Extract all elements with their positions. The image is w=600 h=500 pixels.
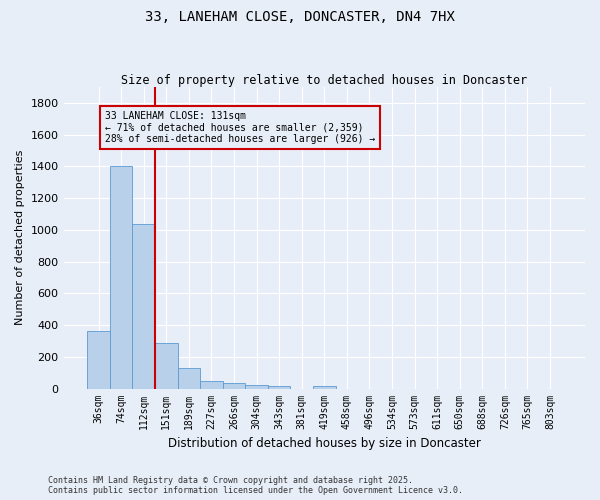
Y-axis label: Number of detached properties: Number of detached properties [15, 150, 25, 326]
Bar [245, 384, 268, 388]
Bar [87, 332, 110, 388]
Bar [268, 386, 290, 388]
Bar [133, 224, 155, 388]
Bar [155, 342, 178, 388]
Bar [110, 166, 133, 388]
Bar [178, 368, 200, 388]
Title: Size of property relative to detached houses in Doncaster: Size of property relative to detached ho… [121, 74, 527, 87]
Text: 33 LANEHAM CLOSE: 131sqm
← 71% of detached houses are smaller (2,359)
28% of sem: 33 LANEHAM CLOSE: 131sqm ← 71% of detach… [106, 111, 376, 144]
Bar [313, 386, 335, 388]
Bar [223, 383, 245, 388]
Text: 33, LANEHAM CLOSE, DONCASTER, DN4 7HX: 33, LANEHAM CLOSE, DONCASTER, DN4 7HX [145, 10, 455, 24]
Text: Contains HM Land Registry data © Crown copyright and database right 2025.
Contai: Contains HM Land Registry data © Crown c… [48, 476, 463, 495]
X-axis label: Distribution of detached houses by size in Doncaster: Distribution of detached houses by size … [168, 437, 481, 450]
Bar [200, 382, 223, 388]
